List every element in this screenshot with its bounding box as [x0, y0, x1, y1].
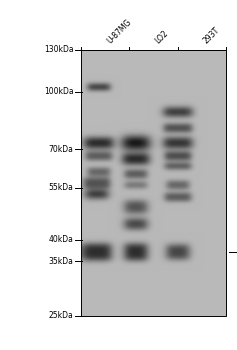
Bar — [81, 50, 226, 316]
Text: 55kDa: 55kDa — [49, 183, 74, 192]
Text: U-87MG: U-87MG — [105, 17, 133, 45]
Text: LO2: LO2 — [154, 28, 170, 45]
Text: 25kDa: 25kDa — [49, 312, 74, 321]
Text: 70kDa: 70kDa — [49, 145, 74, 154]
Text: 100kDa: 100kDa — [44, 88, 74, 97]
Text: 40kDa: 40kDa — [49, 236, 74, 245]
Text: 293T: 293T — [202, 25, 222, 45]
Text: 35kDa: 35kDa — [49, 257, 74, 266]
Text: 130kDa: 130kDa — [44, 46, 74, 55]
